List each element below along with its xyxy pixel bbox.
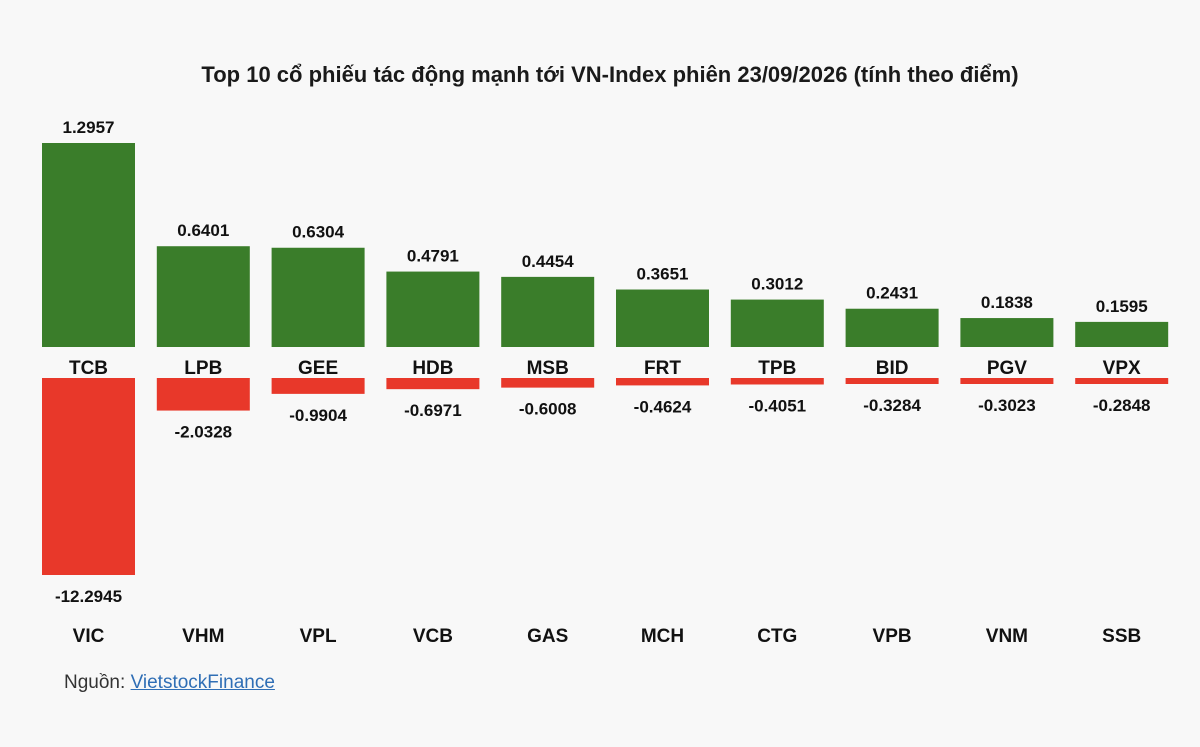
tick-label-gas: GAS bbox=[527, 626, 568, 647]
positive-bars: 1.2957 TCB 0.6401 LPB 0.6304 GEE 0.4791 HDB 0.44… bbox=[42, 118, 1169, 379]
value-label-vpb: -0.3284 bbox=[863, 396, 921, 415]
bar-gee bbox=[271, 247, 365, 347]
tick-label-tpb: TPB bbox=[758, 358, 796, 379]
bar-hdb bbox=[386, 271, 480, 347]
value-label-msb: 0.4454 bbox=[522, 252, 575, 271]
bar-gas bbox=[501, 378, 595, 388]
bar-msb bbox=[501, 276, 595, 347]
bar-frt bbox=[616, 289, 709, 347]
value-label-gas: -0.6008 bbox=[519, 400, 577, 419]
value-label-tpb: 0.3012 bbox=[751, 275, 803, 294]
tick-label-bid: BID bbox=[876, 358, 909, 379]
tick-label-vpl: VPL bbox=[300, 626, 337, 647]
tick-label-hdb: HDB bbox=[412, 358, 453, 379]
tick-label-pgv: PGV bbox=[987, 358, 1027, 379]
value-label-ctg: -0.4051 bbox=[748, 396, 806, 415]
tick-label-vcb: VCB bbox=[413, 626, 453, 647]
tick-label-lpb: LPB bbox=[184, 358, 222, 379]
bar-vcb bbox=[386, 378, 480, 390]
bar-bid bbox=[845, 308, 939, 347]
bar-vpb bbox=[845, 378, 939, 384]
value-label-bid: 0.2431 bbox=[866, 284, 918, 303]
value-label-tcb: 1.2957 bbox=[63, 118, 115, 137]
bar-lpb bbox=[156, 246, 250, 347]
value-label-vhm: -2.0328 bbox=[174, 423, 232, 442]
bar-vic bbox=[42, 378, 135, 575]
value-label-hdb: 0.4791 bbox=[407, 247, 459, 266]
value-label-vic: -12.2945 bbox=[55, 587, 122, 606]
value-label-mch: -0.4624 bbox=[634, 397, 692, 416]
source-line: Nguồn: VietstockFinance bbox=[64, 672, 275, 694]
value-label-ssb: -0.2848 bbox=[1093, 396, 1151, 415]
tick-label-mch: MCH bbox=[641, 626, 684, 647]
value-label-frt: 0.3651 bbox=[637, 265, 689, 284]
bar-vpl bbox=[271, 378, 365, 394]
bar-tcb bbox=[42, 143, 135, 347]
chart-title: Top 10 cổ phiếu tác động mạnh tới VN-Ind… bbox=[201, 62, 1018, 87]
tick-label-vhm: VHM bbox=[182, 626, 224, 647]
source-label: Nguồn: bbox=[64, 672, 126, 693]
bar-tpb bbox=[730, 299, 824, 347]
value-label-vpx: 0.1595 bbox=[1096, 297, 1148, 316]
value-label-vcb: -0.6971 bbox=[404, 401, 462, 420]
value-label-lpb: 0.6401 bbox=[177, 221, 229, 240]
tick-label-frt: FRT bbox=[644, 358, 681, 379]
tick-label-msb: MSB bbox=[527, 358, 569, 379]
tick-label-vpb: VPB bbox=[873, 626, 912, 647]
tick-label-vic: VIC bbox=[73, 626, 105, 647]
tick-label-gee: GEE bbox=[298, 358, 338, 379]
value-label-pgv: 0.1838 bbox=[981, 293, 1033, 312]
bar-pgv bbox=[960, 318, 1054, 347]
source-link[interactable]: VietstockFinance bbox=[130, 672, 275, 693]
tick-label-ssb: SSB bbox=[1102, 626, 1141, 647]
bar-vnm bbox=[960, 378, 1054, 384]
bar-ssb bbox=[1075, 378, 1169, 384]
tick-label-tcb: TCB bbox=[69, 358, 108, 379]
bar-mch bbox=[616, 378, 709, 386]
negative-bars: -12.2945 VIC -2.0328 VHM -0.9904 VPL -0.6971 VC… bbox=[42, 378, 1169, 647]
tick-label-ctg: CTG bbox=[757, 626, 797, 647]
tick-label-vnm: VNM bbox=[986, 626, 1028, 647]
bar-ctg bbox=[730, 378, 824, 385]
bar-vpx bbox=[1075, 321, 1169, 347]
tick-label-vpx: VPX bbox=[1103, 358, 1141, 379]
bar-vhm bbox=[156, 378, 250, 411]
value-label-vnm: -0.3023 bbox=[978, 396, 1036, 415]
value-label-vpl: -0.9904 bbox=[289, 406, 347, 425]
value-label-gee: 0.6304 bbox=[292, 223, 345, 242]
